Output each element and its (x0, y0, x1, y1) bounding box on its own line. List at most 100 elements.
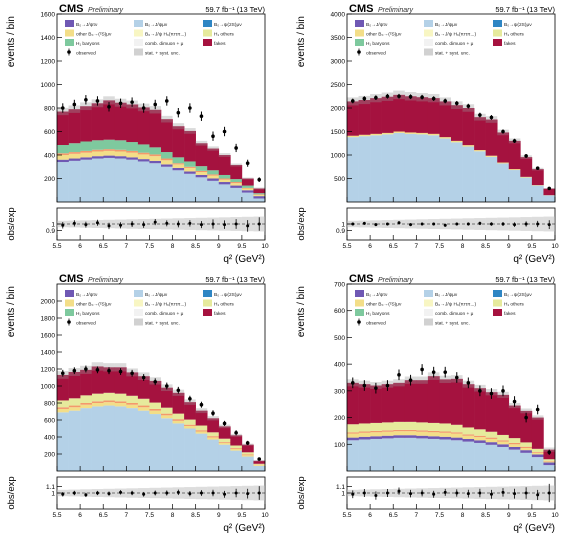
hist-bar-tau (520, 450, 532, 453)
hist-bar-fakes (405, 380, 417, 422)
hist-bar-dstar2s_dstar (184, 425, 196, 426)
hist-bar-dstar2s_dstar (451, 432, 463, 433)
legend-label: other B₀→(²S)μν (366, 32, 402, 38)
observed-point (177, 111, 181, 115)
ratio-point (223, 223, 226, 226)
legend-swatch (493, 290, 502, 297)
hist-bar-other (115, 403, 127, 406)
legend-swatch (355, 30, 364, 37)
ratio-point (131, 223, 134, 226)
hist-bar-hb_others (509, 438, 521, 443)
y-axis-label: events / bin (296, 16, 307, 67)
hist-bar-tau (382, 436, 394, 439)
hist-bar-mu (405, 134, 417, 202)
hist-bar-fakes (532, 169, 544, 185)
hist-bar-mu (347, 440, 359, 471)
hist-bar-tau (80, 157, 92, 159)
hist-bar-mu (520, 178, 532, 202)
hist-bar-hb_others (219, 439, 231, 442)
hist-bar-hc_baryons (219, 175, 231, 179)
ratio-point (536, 223, 539, 226)
hist-bar-dstar2s_dstar (92, 150, 104, 152)
hist-bar-hb_others (370, 423, 382, 431)
observed-point (61, 371, 65, 375)
y-axis-label: events / bin (6, 16, 17, 67)
legend-label: stat. + syst. unc. (145, 321, 180, 327)
hist-bar-tau (451, 438, 463, 441)
hist-bar-other (230, 183, 242, 185)
hist-bar-mu (126, 160, 138, 202)
hist-bar-other (253, 465, 265, 466)
ratio-point (142, 493, 145, 496)
hist-bar-other (115, 151, 127, 156)
legend-label: stat. + syst. unc. (435, 51, 470, 57)
hist-bar-hb_others (126, 396, 138, 403)
hist-bar-tau (219, 182, 231, 184)
legend-label: B₀→ψ(2S)μν (504, 22, 532, 28)
hist-bar-mu (138, 411, 150, 471)
legend-swatch (203, 20, 212, 27)
legend-label: H₁ others (214, 32, 234, 38)
ratio-y-tick-label: 1 (51, 222, 55, 229)
ratio-point (223, 493, 226, 496)
hist-bar-tau (57, 160, 69, 162)
y-tick-label: 600 (44, 418, 55, 425)
legend-swatch (134, 39, 143, 46)
hist-bar-tau (126, 157, 138, 159)
legend-label: stat. + syst. unc. (435, 321, 470, 327)
observed-point (246, 441, 250, 445)
hist-bar-hb_others (207, 432, 219, 436)
observed-point (188, 106, 192, 110)
ratio-y-tick-label: 1.1 (46, 484, 55, 491)
hist-bar-fakes (439, 101, 451, 137)
ratio-point (84, 223, 87, 226)
hist-bar-mu (69, 411, 81, 471)
y-axis-label: events / bin (6, 286, 17, 337)
hist-bar-dstar2s_dstar (520, 447, 532, 448)
x-tick-label: 9.5 (527, 243, 536, 250)
ratio-point (548, 223, 551, 226)
hist-bar-hb_others (149, 403, 161, 409)
hist-bar-dstar2s_dstar (207, 436, 219, 437)
hist-bar-fakes (184, 131, 196, 162)
x-tick-label: 6 (78, 512, 82, 519)
x-tick-label: 9 (217, 243, 221, 250)
ratio-point (84, 493, 87, 496)
hist-bar-mu (370, 439, 382, 471)
hist-bar-hb_others (416, 422, 428, 430)
hist-bar-other (509, 444, 521, 447)
y-tick-label: 100 (334, 442, 345, 449)
hist-bar-hb_others (520, 442, 532, 446)
hist-bar-mu (115, 159, 127, 202)
observed-point (165, 384, 169, 388)
y-tick-label: 500 (334, 176, 345, 183)
observed-point (409, 378, 413, 382)
legend-label: observed (366, 51, 386, 57)
hist-bar-tau (161, 164, 173, 166)
legend-swatch (203, 30, 212, 37)
hist-bar-tau (463, 439, 475, 442)
hist-bar-hb_others (463, 427, 475, 434)
hist-bar-mu (230, 451, 242, 471)
hist-bar-dstar2s_dstar (509, 443, 521, 444)
legend-label: fakes (214, 41, 226, 47)
legend-swatch (65, 290, 74, 297)
legend-swatch (424, 309, 433, 316)
hist-bar-hc_baryons (115, 140, 127, 149)
legend-swatch (134, 290, 143, 297)
hist-bar-other (543, 461, 555, 462)
hist-bar-other (230, 449, 242, 451)
hist-bar-other (126, 405, 138, 408)
ratio-point (374, 223, 377, 226)
hist-bar-mu (405, 438, 417, 471)
hist-bar-dstar2s_dstar (161, 159, 173, 161)
observed-point (257, 178, 261, 182)
hist-bar-hb_others (439, 423, 451, 431)
hist-bar-dstar2s_dstar (196, 430, 208, 431)
unc-band (173, 123, 185, 129)
ratio-point (73, 492, 76, 495)
legend-swatch (424, 319, 433, 326)
observed-point (397, 94, 401, 98)
observed-point (351, 381, 355, 385)
